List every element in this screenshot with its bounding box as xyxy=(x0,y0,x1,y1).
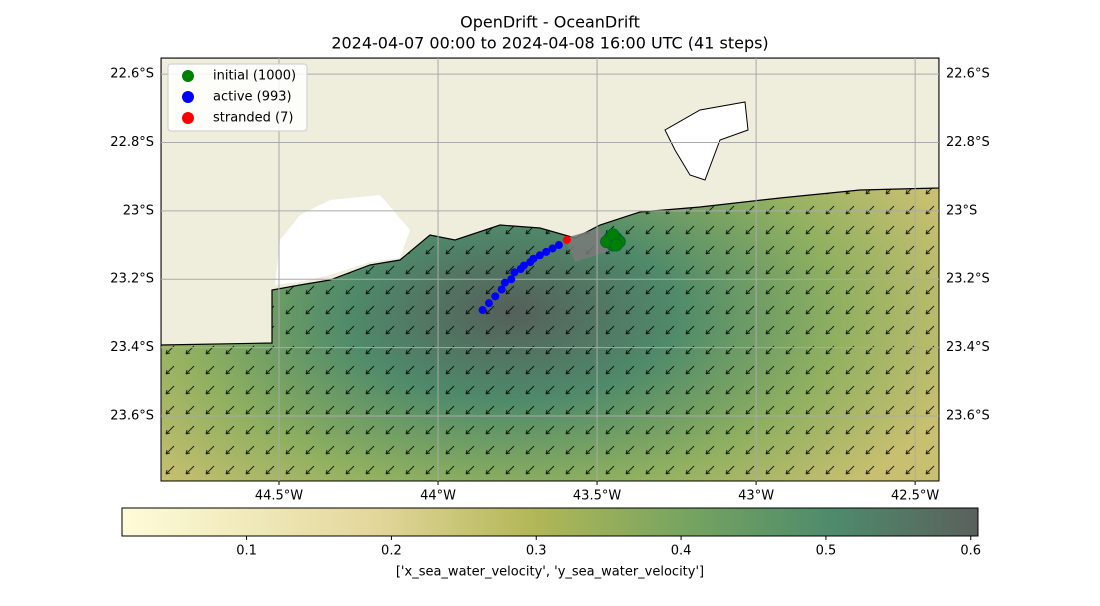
y-tick-label: 22.6°S xyxy=(110,67,154,82)
particle xyxy=(529,254,538,263)
particle xyxy=(519,261,528,270)
legend-label: stranded (7) xyxy=(213,111,293,126)
particle xyxy=(554,241,563,250)
y-tick-label: 23.4°S xyxy=(946,340,990,355)
colorbar-tick-label: 0.3 xyxy=(526,544,547,559)
particle xyxy=(507,275,516,284)
x-tick-label: 43.5°W xyxy=(573,489,621,504)
y-tick-label: 22.8°S xyxy=(946,135,990,150)
y-tick-label: 23.6°S xyxy=(946,409,990,424)
particle xyxy=(478,306,487,315)
particle xyxy=(609,238,623,252)
y-tick-label: 22.6°S xyxy=(946,67,990,82)
particle xyxy=(497,285,506,294)
y-tick-label: 22.8°S xyxy=(110,135,154,150)
colorbar-tick-label: 0.2 xyxy=(381,544,402,559)
legend-label: active (993) xyxy=(213,90,292,105)
particle xyxy=(500,278,509,287)
particle xyxy=(548,244,557,253)
y-tick-label: 23.2°S xyxy=(110,272,154,287)
x-tick-label: 44.5°W xyxy=(255,489,303,504)
y-tick-label: 23.6°S xyxy=(110,409,154,424)
particle xyxy=(562,235,571,244)
particle xyxy=(510,268,519,277)
y-tick-label: 23.4°S xyxy=(110,340,154,355)
colorbar-label: ['x_sea_water_velocity', 'y_sea_water_ve… xyxy=(396,565,704,580)
particle xyxy=(484,299,493,308)
particle xyxy=(491,292,500,301)
legend-marker xyxy=(182,91,194,103)
subtitle: 2024-04-07 00:00 to 2024-04-08 16:00 UTC… xyxy=(331,34,768,53)
title: OpenDrift - OceanDrift xyxy=(460,13,640,32)
legend-marker xyxy=(182,112,194,124)
legend-marker xyxy=(182,70,194,82)
particle xyxy=(535,251,544,260)
x-tick-label: 42.5°W xyxy=(891,489,939,504)
colorbar-tick-label: 0.4 xyxy=(671,544,692,559)
legend xyxy=(167,63,308,132)
x-tick-label: 44°W xyxy=(420,489,456,504)
colorbar xyxy=(121,507,979,537)
y-tick-label: 23°S xyxy=(123,203,154,218)
y-tick-label: 23.2°S xyxy=(946,272,990,287)
colorbar-tick-label: 0.5 xyxy=(816,544,837,559)
colorbar-tick-label: 0.6 xyxy=(960,544,981,559)
map-frame xyxy=(160,57,940,482)
particle xyxy=(542,247,551,256)
y-tick-label: 23°S xyxy=(946,203,977,218)
colorbar-tick-label: 0.1 xyxy=(236,544,257,559)
legend-label: initial (1000) xyxy=(213,69,296,84)
x-tick-label: 43°W xyxy=(738,489,774,504)
